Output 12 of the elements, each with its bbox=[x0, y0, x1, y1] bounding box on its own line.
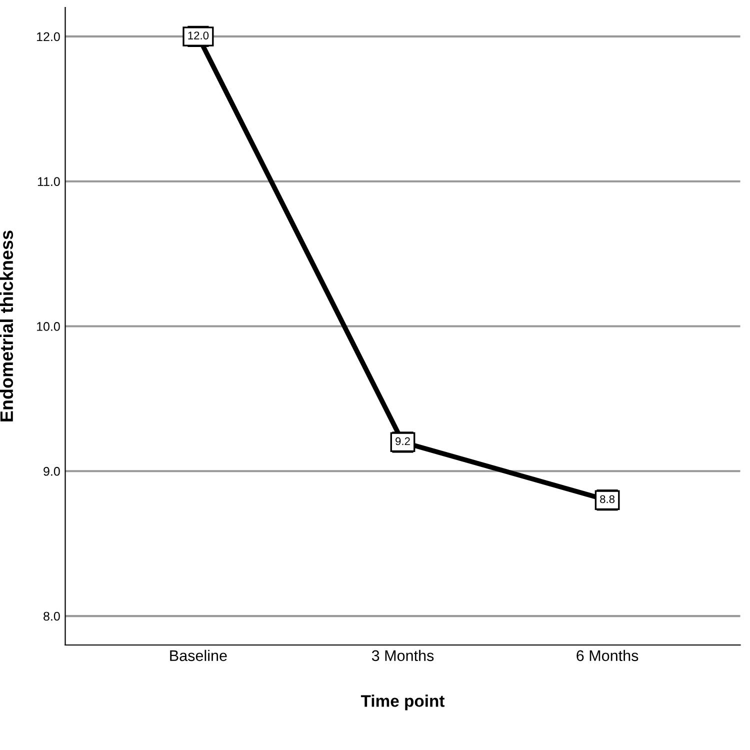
data-label: 9.2 bbox=[396, 437, 410, 446]
y-axis-title: Endometrial thickness bbox=[0, 230, 14, 422]
y-tick-label: 9.0 bbox=[44, 466, 60, 476]
y-tick-label: 10.0 bbox=[37, 322, 60, 331]
x-tick-label: Baseline bbox=[170, 650, 227, 662]
y-tick-label: 12.0 bbox=[37, 32, 60, 42]
y-tick-label: 8.0 bbox=[44, 612, 60, 621]
x-axis-title: Time point bbox=[360, 694, 445, 710]
data-label: 8.8 bbox=[600, 495, 615, 504]
x-tick-label: 6 Months bbox=[576, 650, 638, 662]
x-tick-label: 3 Months bbox=[372, 650, 434, 662]
y-tick-label: 11.0 bbox=[38, 177, 60, 186]
